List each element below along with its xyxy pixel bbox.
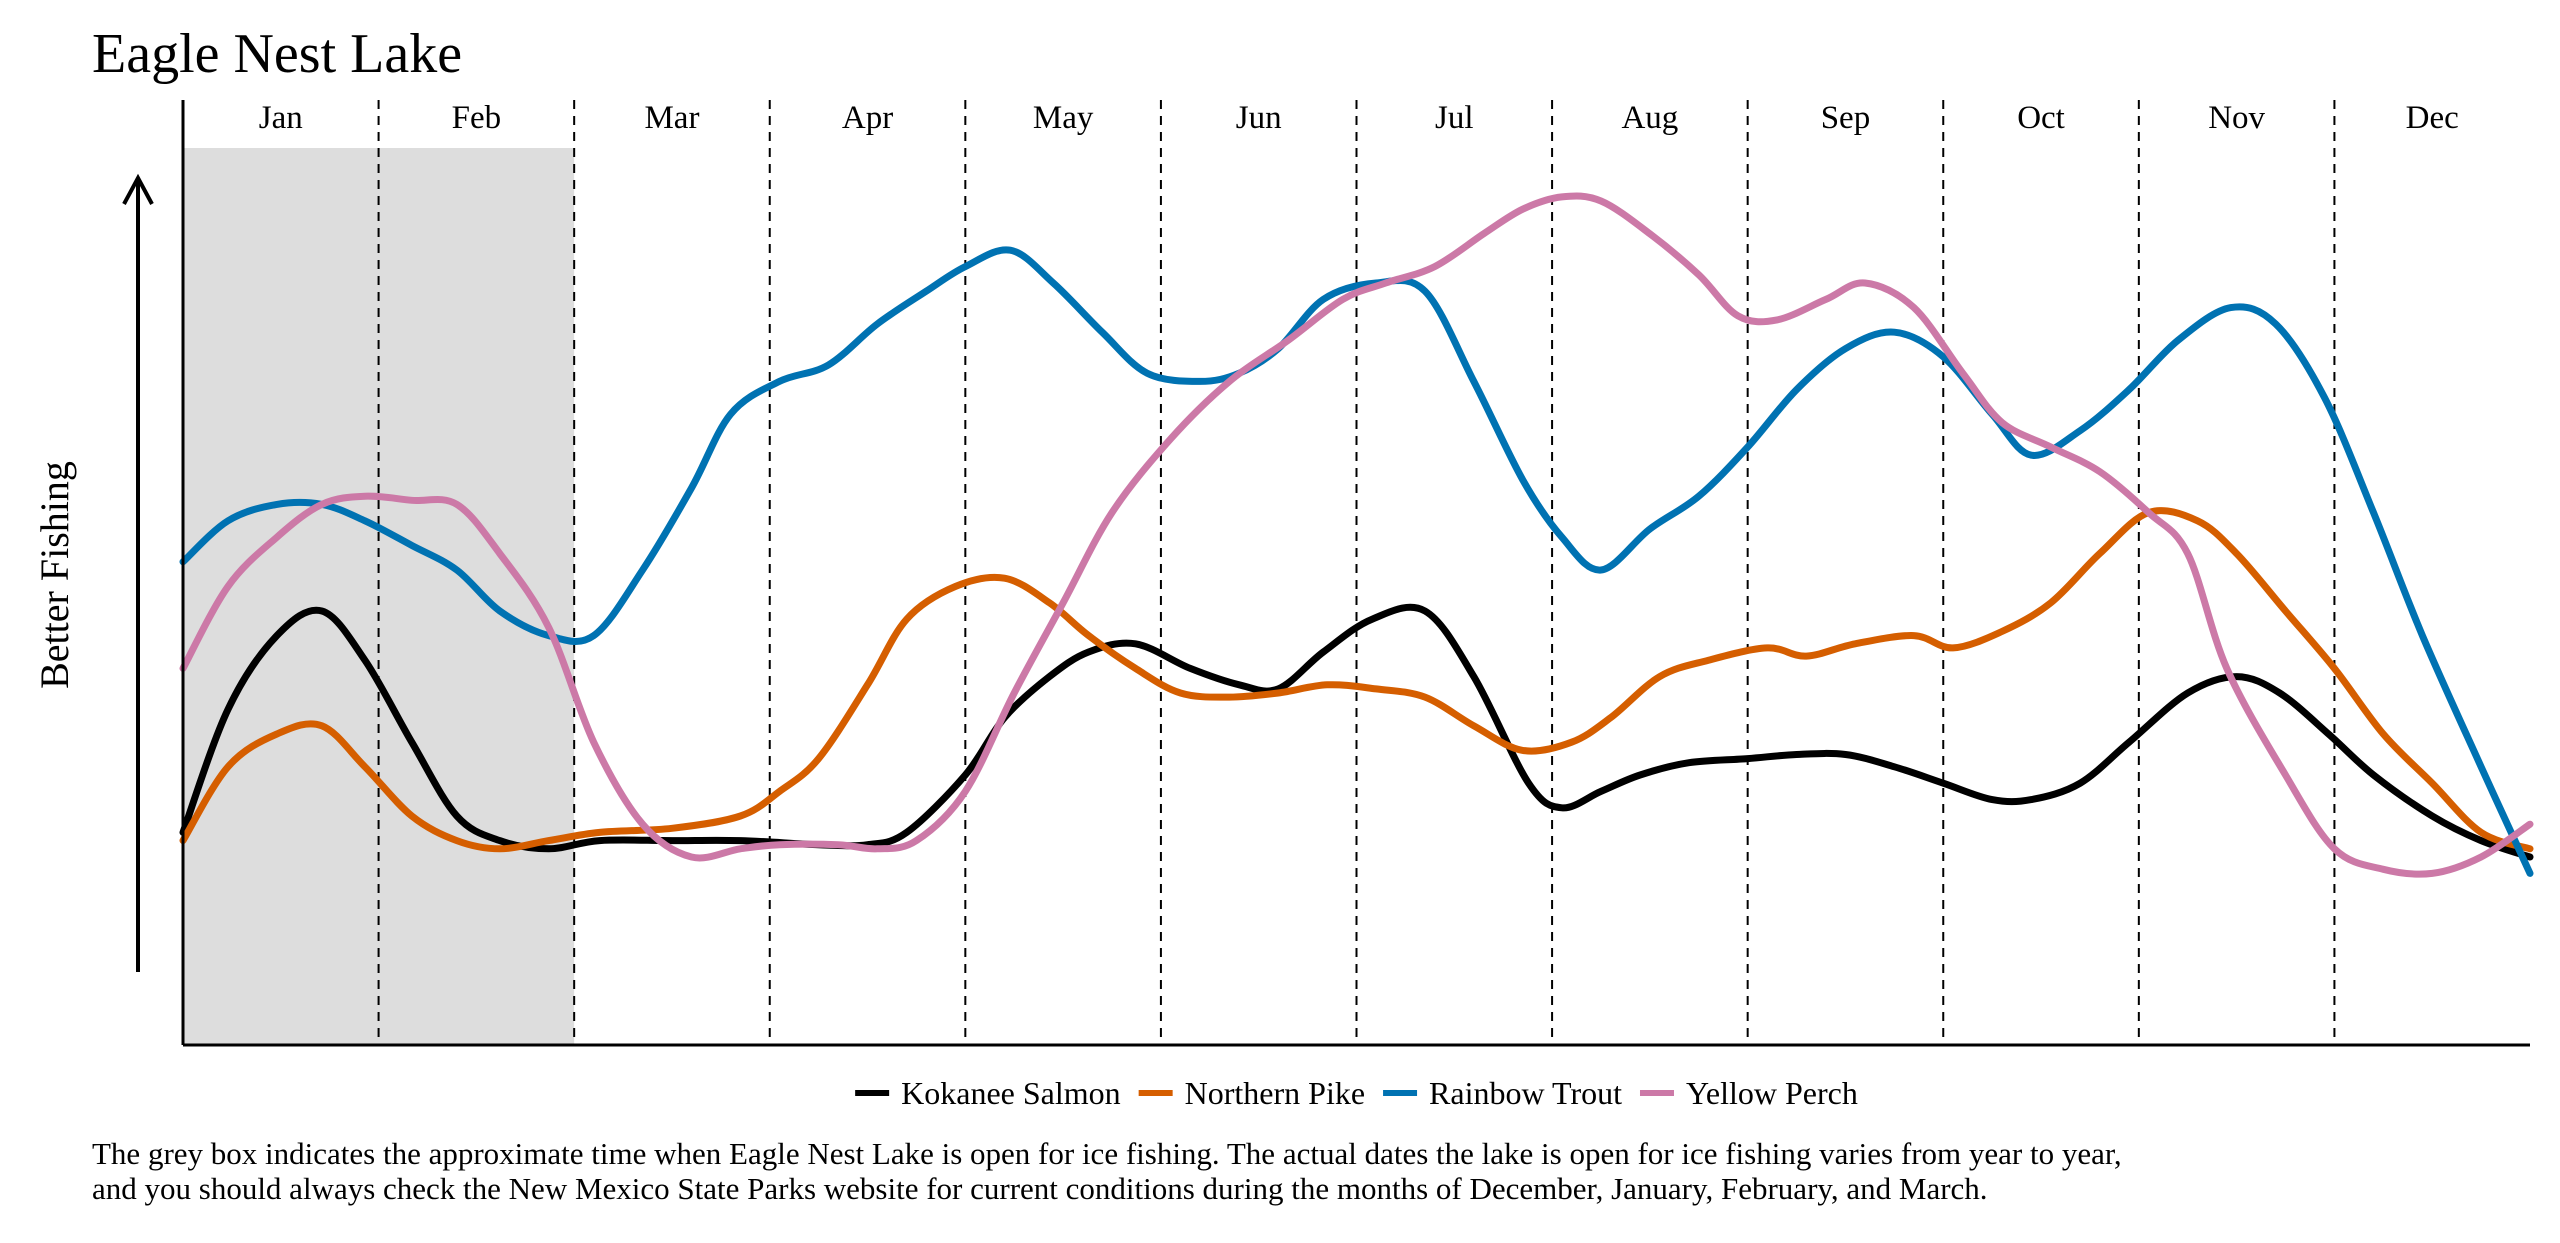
legend-item: Kokanee Salmon	[855, 1075, 1121, 1111]
legend-label: Northern Pike	[1185, 1075, 1365, 1111]
month-label: Oct	[2017, 100, 2065, 136]
month-label: Apr	[842, 100, 893, 136]
month-label: Feb	[452, 100, 502, 136]
better-fishing-arrow-icon	[122, 173, 154, 972]
legend: Kokanee Salmon Northern Pike Rainbow Trout…	[855, 1075, 1858, 1111]
month-label: Aug	[1621, 100, 1678, 136]
series-line-yellow-perch	[179, 192, 2534, 878]
month-label: Nov	[2208, 100, 2265, 136]
legend-label: Rainbow Trout	[1429, 1075, 1622, 1111]
month-label: Dec	[2406, 100, 2459, 136]
month-label: May	[1033, 100, 1094, 136]
month-label: Sep	[1821, 100, 1871, 136]
legend-label: Kokanee Salmon	[901, 1075, 1121, 1111]
caption-line-1: The grey box indicates the approximate t…	[92, 1136, 2122, 1171]
chart-title: Eagle Nest Lake	[92, 23, 462, 85]
month-labels: Jan Feb Mar Apr May Jun Jul Aug Sep Oct Nov Dec	[259, 100, 2459, 136]
month-label: Jul	[1435, 100, 1474, 136]
legend-item: Rainbow Trout	[1383, 1075, 1622, 1111]
y-axis-label: Better Fishing	[32, 461, 77, 689]
legend-item: Northern Pike	[1138, 1075, 1365, 1111]
month-label: Mar	[644, 100, 699, 136]
series-lines	[179, 192, 2534, 878]
caption-line-2: and you should always check the New Mexi…	[92, 1171, 1988, 1206]
caption: The grey box indicates the approximate t…	[92, 1136, 2532, 1206]
month-label: Jan	[259, 100, 303, 136]
legend-label: Yellow Perch	[1686, 1075, 1858, 1111]
month-label: Jun	[1236, 100, 1282, 136]
month-dividers	[377, 100, 2336, 1045]
legend-item: Yellow Perch	[1639, 1075, 1858, 1111]
